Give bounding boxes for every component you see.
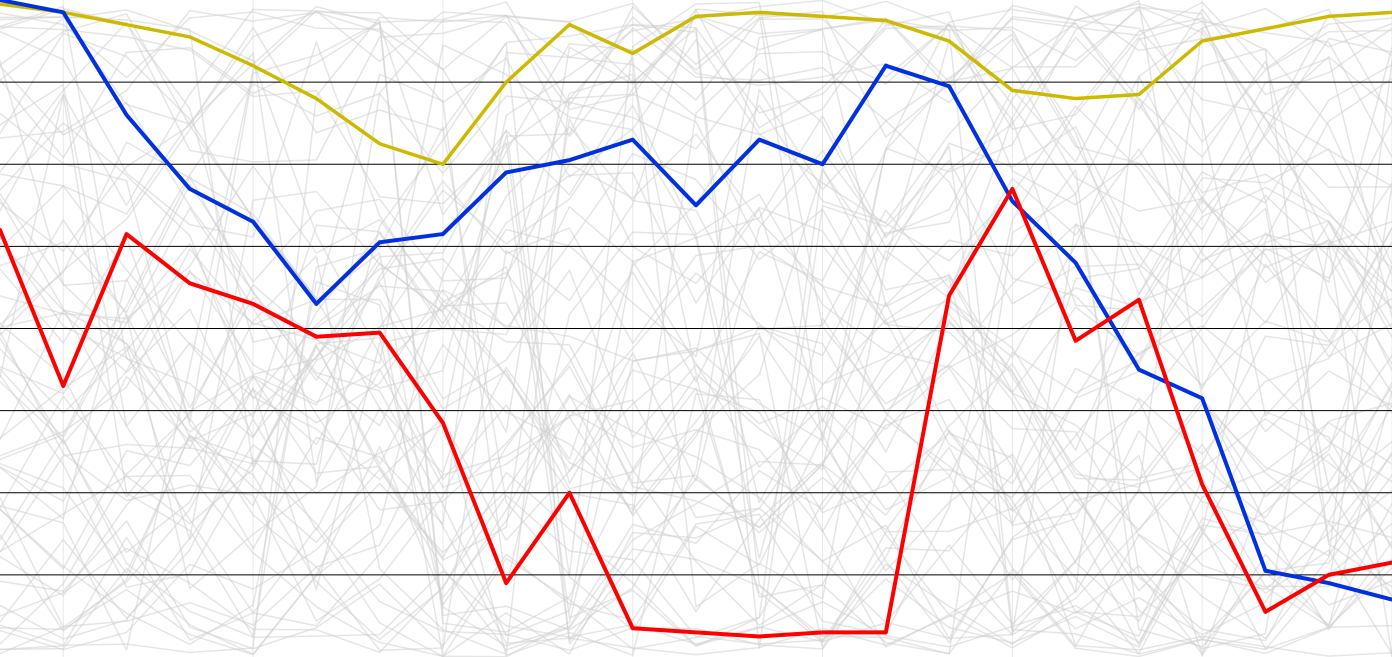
background-series [0, 33, 1392, 646]
line-chart [0, 0, 1392, 657]
background-series [0, 27, 1392, 646]
background-series [0, 249, 1392, 642]
background-series [0, 0, 1392, 539]
background-series [0, 7, 1392, 647]
